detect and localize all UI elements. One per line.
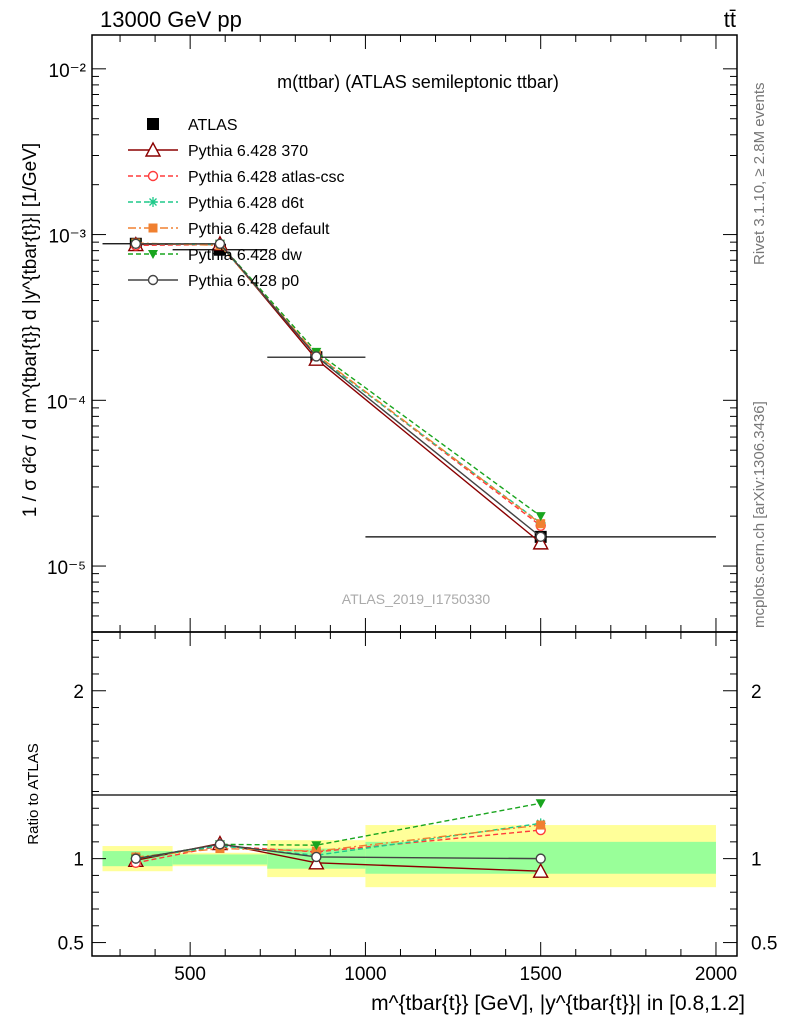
legend-label: Pythia 6.428 atlas-csc bbox=[188, 169, 345, 186]
rivet-label: Rivet 3.1.10, ≥ 2.8M events bbox=[751, 83, 768, 266]
main-y-tick-label: 10⁻⁴ bbox=[47, 392, 86, 413]
main-y-tick-label: 10⁻⁵ bbox=[47, 558, 86, 579]
data-point bbox=[535, 531, 546, 543]
ratio-plot-frame bbox=[91, 631, 738, 957]
ratio-y-tick-label: 2 bbox=[73, 682, 84, 703]
legend-marker bbox=[147, 170, 159, 182]
legend-item: Pythia 6.428 dw bbox=[128, 247, 302, 264]
legend-marker bbox=[144, 141, 162, 157]
main-series bbox=[102, 235, 716, 550]
legend-label: Pythia 6.428 dw bbox=[188, 247, 302, 264]
watermark: ATLAS_2019_I1750330 bbox=[342, 591, 491, 607]
ratio-point bbox=[532, 862, 549, 878]
ratio-point bbox=[535, 799, 546, 809]
legend-label: Pythia 6.428 p0 bbox=[188, 273, 299, 290]
ratio-point bbox=[311, 846, 321, 856]
ratio-y-axis-label: Ratio to ATLAS bbox=[25, 743, 42, 844]
mcplots-label: mcplots.cern.ch [arXiv:1306.3436] bbox=[751, 401, 768, 628]
legend-item: Pythia 6.428 370 bbox=[128, 141, 308, 160]
ratio-point bbox=[311, 851, 322, 863]
main-y-axis-label: 1 / σ d²σ / d m^{tbar{t}} d |y^{tbar{t}}… bbox=[20, 143, 41, 517]
legend-marker bbox=[148, 223, 158, 233]
ratio-uncertainty-bands bbox=[102, 825, 716, 888]
ratio-y-tick-label-right: 0.5 bbox=[751, 934, 777, 955]
series-pythia-6-428-p0 bbox=[130, 238, 546, 543]
data-point bbox=[130, 238, 142, 249]
x-tick-label: 1500 bbox=[520, 964, 562, 985]
legend-label: ATLAS bbox=[188, 117, 238, 134]
legend-item: Pythia 6.428 d6t bbox=[128, 195, 304, 212]
ratio-y-tick-label-right: 2 bbox=[751, 682, 762, 703]
ratio-point bbox=[536, 820, 546, 830]
legend-item: ATLAS bbox=[147, 117, 238, 134]
ratio-axis-ticks: 0.5 0.5 1 1 2 2 500 1000 1500 2000 bbox=[58, 632, 777, 985]
legend-item: Pythia 6.428 atlas-csc bbox=[128, 169, 345, 186]
ratio-series-pythia-6-428-p0 bbox=[130, 839, 546, 864]
ratio-point bbox=[311, 841, 322, 851]
data-point bbox=[536, 519, 546, 529]
legend: ATLAS Pythia 6.428 370 Pythia 6.428 atlas-… bbox=[128, 117, 345, 290]
ratio-line bbox=[135, 822, 541, 860]
ratio-point bbox=[308, 854, 325, 870]
legend-marker bbox=[147, 274, 159, 286]
ratio-line bbox=[135, 824, 541, 858]
ratio-y-tick-label: 1 bbox=[73, 850, 84, 871]
header-right: tt̄ bbox=[724, 7, 736, 32]
data-point bbox=[214, 238, 226, 249]
main-axis-ticks: 10⁻⁵ 10⁻⁴ 10⁻³ 10⁻² bbox=[47, 35, 737, 633]
x-tick-label: 2000 bbox=[695, 964, 737, 985]
legend-item: Pythia 6.428 default bbox=[128, 221, 330, 238]
ratio-line bbox=[135, 829, 541, 864]
inner-band bbox=[172, 854, 268, 865]
main-plot-panel: 10⁻⁵ 10⁻⁴ 10⁻³ 10⁻² m(ttbar) (ATLAS semilep… bbox=[20, 34, 738, 633]
legend-marker bbox=[148, 197, 158, 207]
legend-label: Pythia 6.428 default bbox=[188, 221, 330, 238]
main-y-tick-label: 10⁻² bbox=[49, 61, 87, 82]
ratio-series bbox=[127, 799, 549, 878]
x-tick-label: 1000 bbox=[344, 964, 386, 985]
ratio-point bbox=[130, 853, 142, 864]
chart-title: m(ttbar) (ATLAS semileptonic ttbar) bbox=[277, 72, 559, 92]
ratio-line bbox=[135, 843, 541, 860]
series-line bbox=[135, 243, 542, 538]
ratio-plot-panel: 0.5 0.5 1 1 2 2 500 1000 1500 2000 Ratio to ATLAS… bbox=[25, 631, 777, 1015]
x-axis-label: m^{tbar{t}} [GeV], |y^{tbar{t}}| in [0.8… bbox=[371, 992, 745, 1015]
ratio-y-tick-label-right: 1 bbox=[751, 850, 762, 871]
legend-marker bbox=[147, 118, 159, 130]
legend-marker bbox=[148, 250, 158, 259]
ratio-y-tick-label: 0.5 bbox=[58, 934, 84, 955]
data-point bbox=[311, 351, 322, 362]
data-point bbox=[535, 512, 546, 522]
data-point bbox=[532, 534, 549, 550]
legend-label: Pythia 6.428 370 bbox=[188, 143, 308, 160]
legend-item: Pythia 6.428 p0 bbox=[128, 273, 299, 290]
header-left: 13000 GeV pp bbox=[100, 7, 242, 32]
ratio-point bbox=[214, 839, 226, 850]
legend-label: Pythia 6.428 d6t bbox=[188, 195, 304, 212]
x-tick-label: 500 bbox=[174, 964, 206, 985]
main-y-tick-label: 10⁻³ bbox=[49, 227, 87, 248]
ratio-point bbox=[535, 853, 546, 864]
